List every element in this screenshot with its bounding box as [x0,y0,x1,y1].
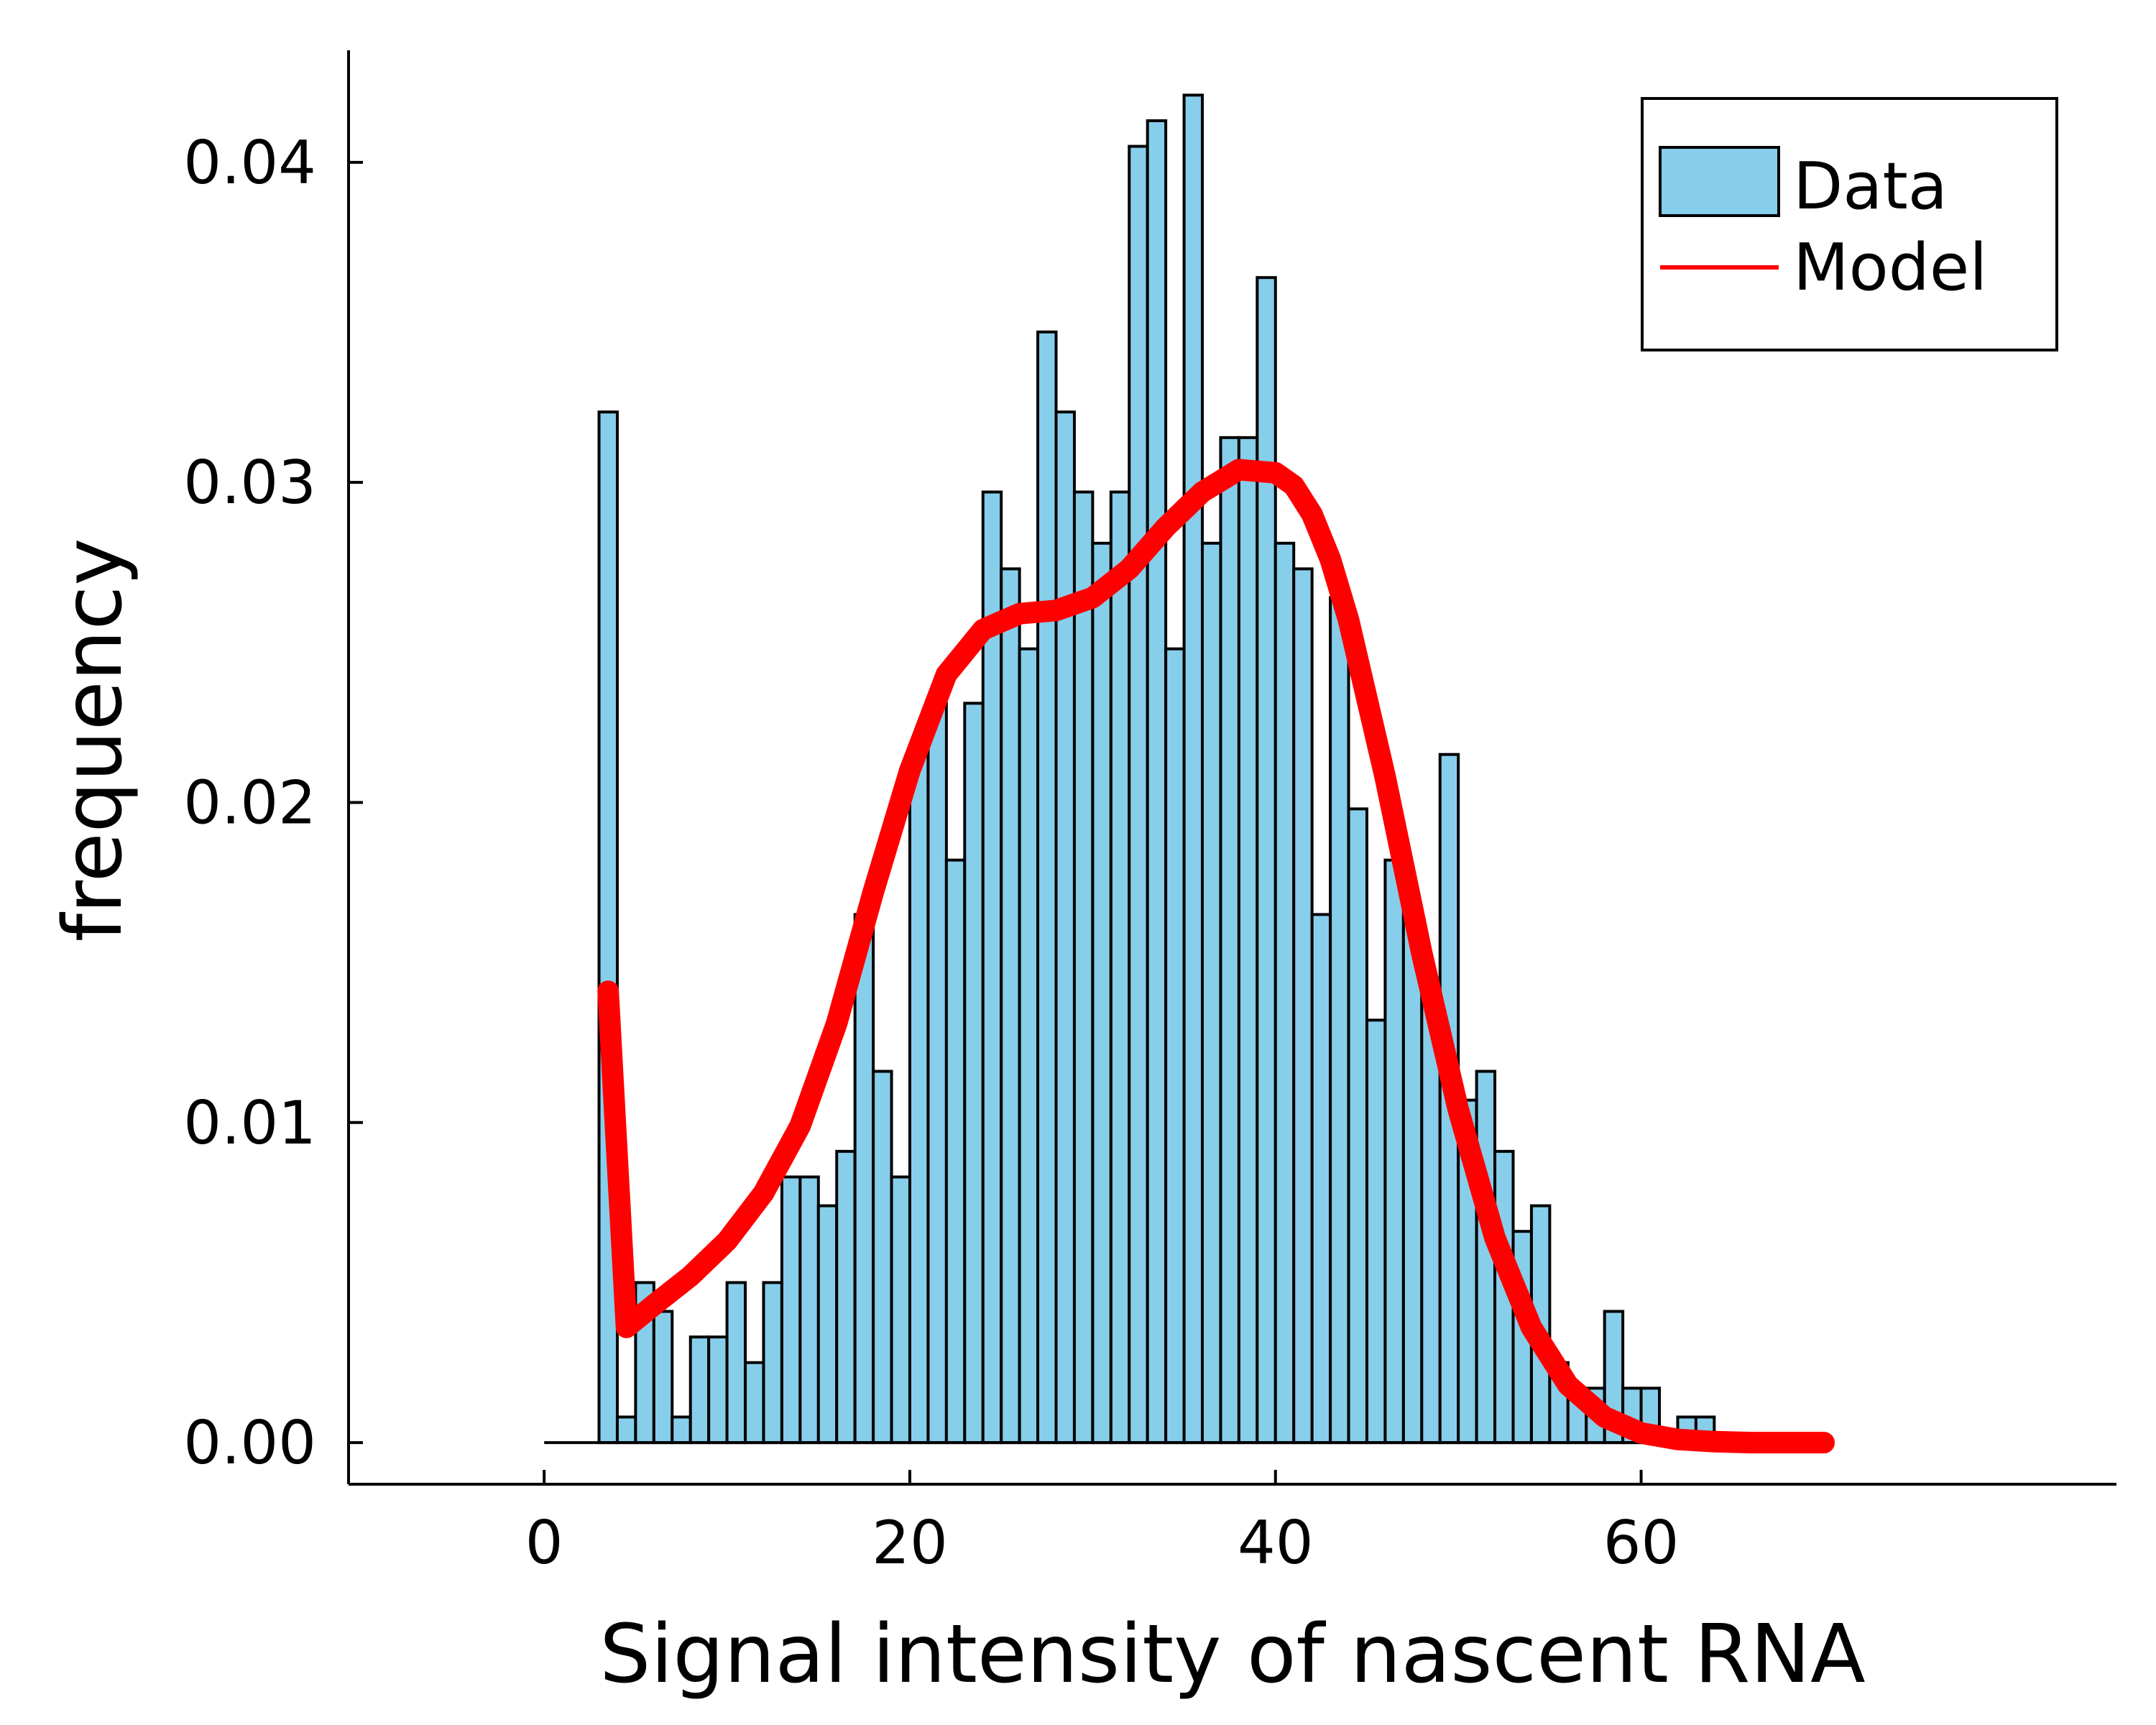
histogram-bar [652,1310,674,1445]
y-tick-label: 0.00 [183,1408,316,1478]
histogram-bar [1000,567,1021,1445]
histogram-bar [744,1361,765,1445]
histogram-bar [1329,596,1350,1445]
y-tick-label: 0.02 [183,768,316,837]
histogram-bar [707,1335,729,1445]
histogram-bar [816,1204,839,1445]
histogram-bar [1091,541,1112,1445]
histogram-bar [1036,330,1058,1445]
histogram-bar [890,1175,911,1445]
x-tick-label: 0 [525,1508,563,1578]
histogram-bar [1365,1018,1387,1445]
y-axis-label: frequency [47,538,140,942]
histogram-bars [597,93,1716,1445]
y-tick-label: 0.03 [183,448,316,518]
histogram-bar [1219,436,1240,1445]
legend: Data Model [1641,97,2058,351]
histogram-bar [1146,119,1168,1445]
histogram-bar [1347,807,1368,1445]
y-ticks: 0.00 0.01 0.02 0.03 0.04 [183,128,363,1478]
histogram-bar [1292,567,1314,1445]
histogram-bar [1310,913,1332,1445]
histogram-bar [908,753,930,1445]
histogram-bar [1383,858,1405,1445]
x-tick-label: 60 [1603,1508,1680,1578]
histogram-bar [1237,436,1259,1445]
histogram-bar [944,858,967,1445]
histogram-bar [1018,647,1040,1445]
legend-data-swatch [1659,146,1780,217]
histogram-bar [835,1149,857,1445]
histogram-bar [963,702,985,1445]
histogram-bar [798,1175,820,1445]
histogram-bar [1182,93,1204,1445]
x-ticks: 0 20 40 60 [525,1470,1680,1578]
histogram-bar [725,1281,747,1445]
histogram-bar [615,1415,637,1445]
model-curve [597,459,1835,1454]
legend-box [1641,97,2058,351]
x-tick-label: 40 [1238,1508,1314,1578]
histogram-bar [688,1335,711,1445]
histogram-bar [1054,410,1076,1445]
histogram-bar [853,913,875,1445]
histogram-bar [872,1070,893,1445]
y-tick-label: 0.01 [183,1088,316,1158]
histogram-bar [1273,541,1296,1445]
histogram-bar [1072,490,1095,1445]
y-tick-label: 0.04 [183,128,316,198]
legend-model-label: Model [1793,230,1987,305]
histogram-bar [1256,276,1277,1445]
histogram-bar [1401,913,1424,1445]
legend-data-label: Data [1793,149,1948,224]
histogram-bar [780,1175,802,1445]
histogram-bar [762,1281,783,1445]
x-tick-label: 20 [872,1508,948,1578]
histogram-bar [671,1415,692,1445]
histogram-bar [926,702,948,1445]
histogram-bar [1128,144,1149,1445]
histogram-bar [1164,647,1186,1445]
axes [347,50,2116,1486]
histogram-bar [1201,541,1222,1445]
x-axis-label: Signal intensity of nascent RNA [599,1608,1866,1701]
histogram-bar [1109,490,1131,1445]
